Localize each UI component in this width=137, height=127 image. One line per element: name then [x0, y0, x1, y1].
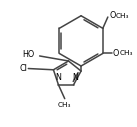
- Text: N: N: [72, 73, 78, 82]
- Text: CH₃: CH₃: [119, 50, 133, 56]
- Text: O: O: [109, 11, 115, 20]
- Text: N: N: [55, 73, 61, 82]
- Text: O: O: [113, 49, 119, 58]
- Text: CH₃: CH₃: [115, 13, 129, 19]
- Text: HO: HO: [22, 50, 35, 59]
- Text: CH₃: CH₃: [58, 102, 72, 108]
- Text: Cl: Cl: [19, 64, 27, 73]
